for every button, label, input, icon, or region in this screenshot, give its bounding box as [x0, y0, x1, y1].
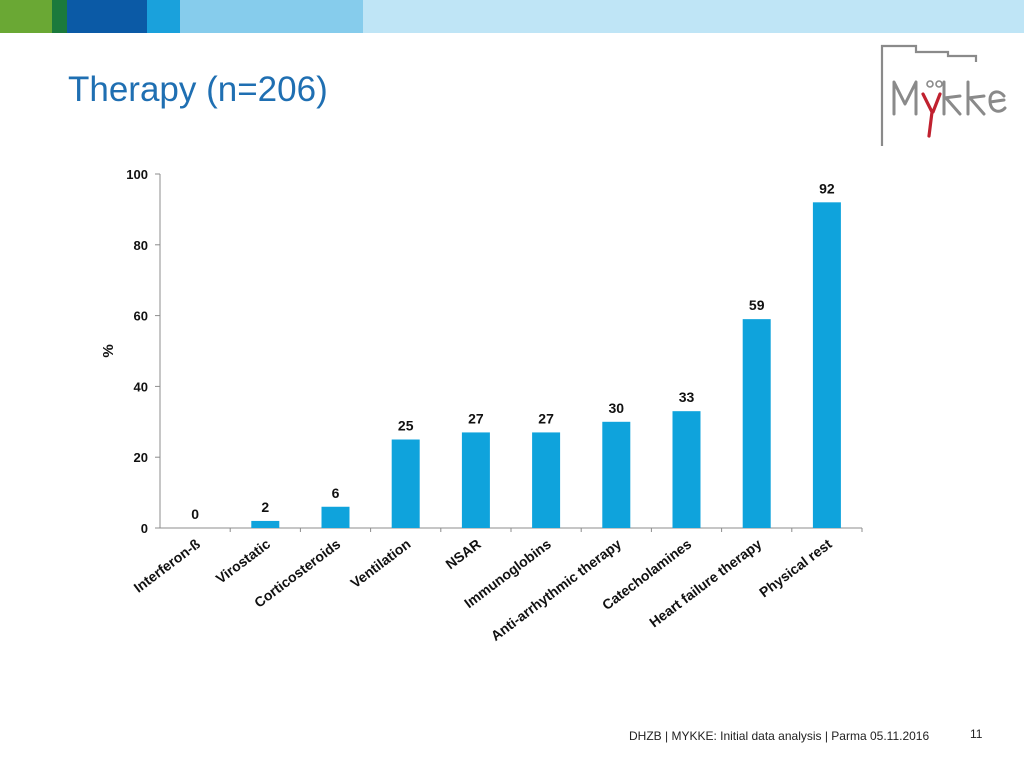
bar-10: [812, 202, 841, 528]
bar-3: [321, 506, 350, 528]
color-bar-segment-3: [67, 0, 147, 33]
header-color-bar: [0, 0, 1024, 33]
y-axis-title: %: [100, 344, 117, 357]
bar-5: [461, 432, 490, 528]
y-tick-label: 80: [134, 238, 148, 253]
x-category-label: Anti-arrhythmic therapy: [488, 535, 625, 643]
x-category-label: Virostatic: [213, 535, 274, 586]
color-bar-segment-4: [147, 0, 180, 33]
bar-2: [251, 520, 280, 528]
color-bar-segment-5: [180, 0, 363, 33]
page-title: Therapy (n=206): [68, 70, 328, 109]
x-category-label: Interferon-ß: [131, 535, 204, 595]
bar-value-label: 59: [749, 297, 765, 313]
bar-value-label: 92: [819, 180, 835, 196]
page-number: 11: [970, 727, 983, 741]
bar-value-label: 25: [398, 418, 414, 434]
bar-6: [532, 432, 561, 528]
bar-value-label: 2: [261, 499, 269, 515]
y-tick-label: 100: [126, 167, 148, 182]
bar-value-label: 27: [538, 410, 554, 426]
color-bar-segment-1: [0, 0, 52, 33]
x-category-label: Ventilation: [347, 536, 413, 591]
bar-value-label: 30: [609, 400, 625, 416]
bar-value-label: 27: [468, 410, 484, 426]
y-tick-label: 60: [134, 309, 148, 324]
y-tick-label: 40: [134, 379, 148, 394]
x-category-label: Heart failure therapy: [646, 535, 765, 630]
bar-4: [391, 439, 420, 528]
bar-9: [742, 319, 771, 528]
footer-text: DHZB | MYKKE: Initial data analysis | Pa…: [629, 729, 930, 743]
bar-8: [672, 411, 701, 528]
x-category-label: NSAR: [442, 536, 483, 573]
y-tick-label: 0: [141, 521, 148, 536]
mykke-logo: [880, 44, 1007, 146]
bar-value-label: 33: [679, 389, 695, 405]
bar-7: [602, 421, 631, 528]
bar-value-label: 0: [191, 506, 199, 522]
x-category-label: Physical rest: [756, 535, 835, 600]
color-bar-segment-6: [363, 0, 1024, 33]
y-tick-label: 20: [134, 450, 148, 465]
color-bar-segment-2: [52, 0, 67, 33]
bar-value-label: 6: [332, 485, 340, 501]
